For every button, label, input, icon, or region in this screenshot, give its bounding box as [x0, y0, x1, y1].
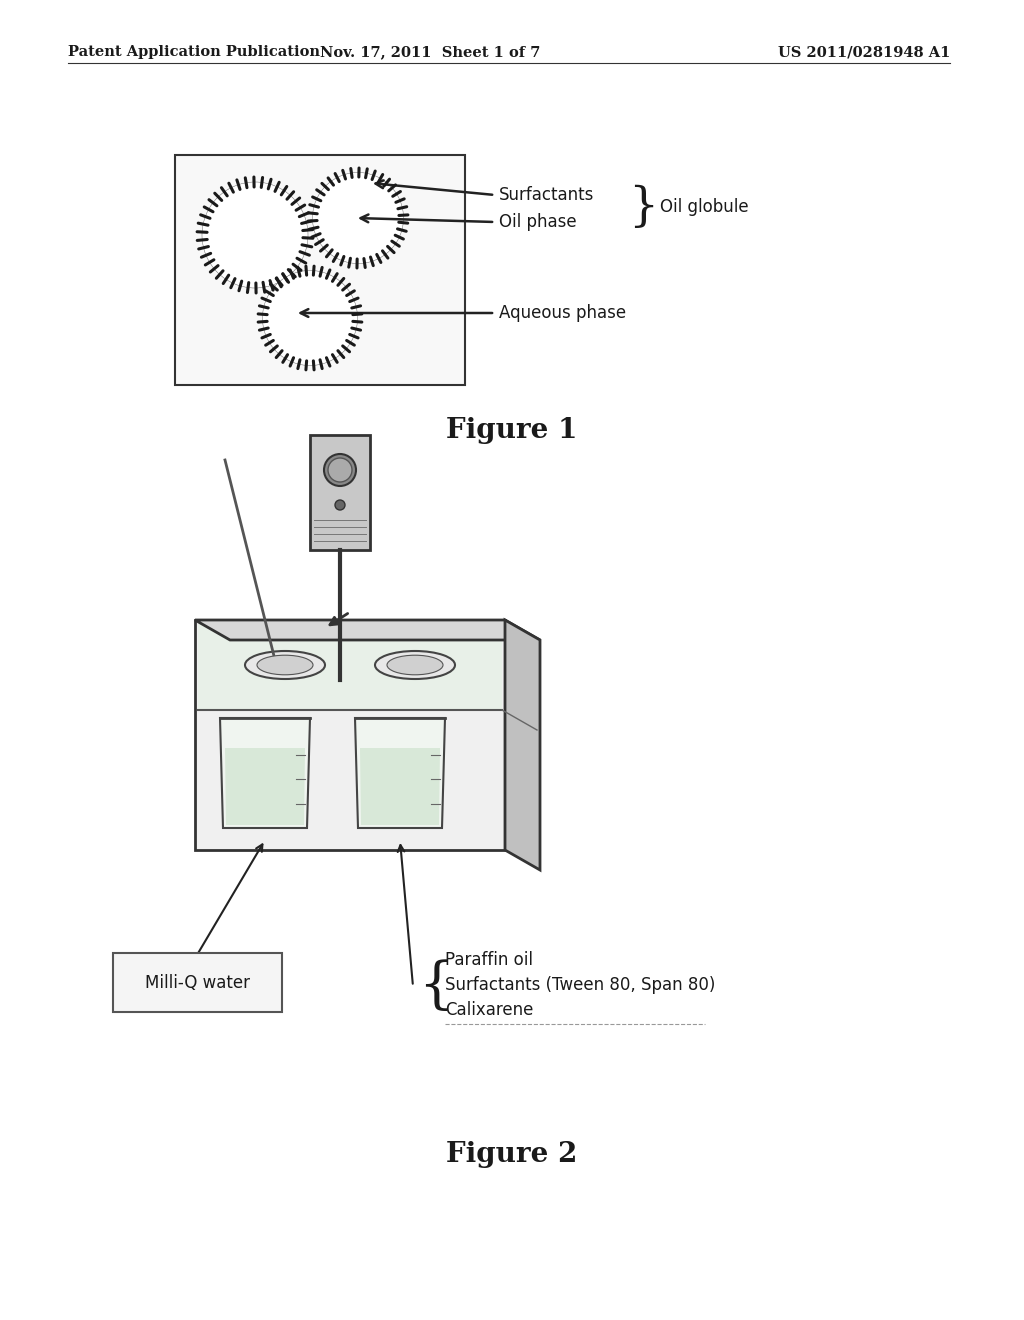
Circle shape [203, 183, 307, 286]
Text: Patent Application Publication: Patent Application Publication [68, 45, 319, 59]
Text: }: } [628, 185, 658, 230]
Ellipse shape [387, 655, 443, 675]
Text: Nov. 17, 2011  Sheet 1 of 7: Nov. 17, 2011 Sheet 1 of 7 [319, 45, 541, 59]
Bar [175, 154, 465, 385]
Polygon shape [505, 620, 540, 870]
Bar [310, 436, 370, 550]
Text: Surfactants (Tween 80, Span 80): Surfactants (Tween 80, Span 80) [445, 975, 716, 994]
Text: Calixarene: Calixarene [445, 1001, 534, 1019]
Text: Figure 2: Figure 2 [446, 1142, 578, 1168]
Text: Oil globule: Oil globule [660, 198, 749, 216]
Text: Figure 1: Figure 1 [446, 417, 578, 444]
Text: Paraffin oil: Paraffin oil [445, 950, 534, 969]
Circle shape [324, 454, 356, 486]
Text: {: { [418, 960, 454, 1014]
Bar [198, 623, 502, 710]
Polygon shape [355, 718, 445, 828]
Polygon shape [225, 748, 305, 825]
Polygon shape [220, 718, 310, 828]
Circle shape [313, 173, 402, 263]
FancyBboxPatch shape [113, 953, 282, 1012]
Polygon shape [360, 748, 440, 825]
Ellipse shape [245, 651, 325, 678]
Circle shape [263, 272, 356, 364]
Text: Aqueous phase: Aqueous phase [499, 304, 626, 322]
Text: Oil phase: Oil phase [499, 213, 577, 231]
Ellipse shape [375, 651, 455, 678]
Bar [195, 620, 505, 850]
Text: US 2011/0281948 A1: US 2011/0281948 A1 [777, 45, 950, 59]
Circle shape [328, 458, 352, 482]
Text: Surfactants: Surfactants [499, 186, 594, 205]
Circle shape [335, 500, 345, 510]
Polygon shape [195, 620, 540, 640]
Ellipse shape [257, 655, 313, 675]
Text: Milli-Q water: Milli-Q water [145, 974, 250, 991]
